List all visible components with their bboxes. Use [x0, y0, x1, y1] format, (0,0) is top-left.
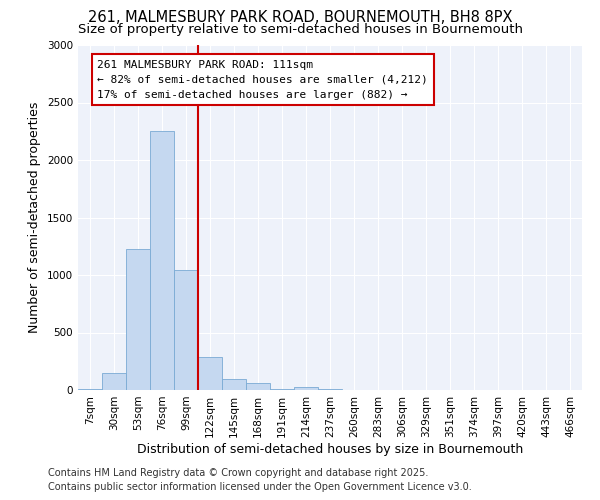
- Text: Contains HM Land Registry data © Crown copyright and database right 2025.
Contai: Contains HM Land Registry data © Crown c…: [48, 468, 472, 492]
- Text: 261, MALMESBURY PARK ROAD, BOURNEMOUTH, BH8 8PX: 261, MALMESBURY PARK ROAD, BOURNEMOUTH, …: [88, 10, 512, 25]
- Bar: [246, 383, 270, 390]
- X-axis label: Distribution of semi-detached houses by size in Bournemouth: Distribution of semi-detached houses by …: [137, 442, 523, 456]
- Bar: [174, 270, 198, 390]
- Bar: [150, 131, 174, 390]
- Bar: [126, 248, 150, 390]
- Text: Size of property relative to semi-detached houses in Bournemouth: Size of property relative to semi-detach…: [77, 22, 523, 36]
- Bar: [198, 356, 222, 390]
- Bar: [222, 378, 246, 390]
- Bar: [294, 386, 318, 390]
- Y-axis label: Number of semi-detached properties: Number of semi-detached properties: [28, 102, 41, 333]
- Bar: [102, 373, 126, 390]
- Text: 261 MALMESBURY PARK ROAD: 111sqm
← 82% of semi-detached houses are smaller (4,21: 261 MALMESBURY PARK ROAD: 111sqm ← 82% o…: [97, 60, 428, 100]
